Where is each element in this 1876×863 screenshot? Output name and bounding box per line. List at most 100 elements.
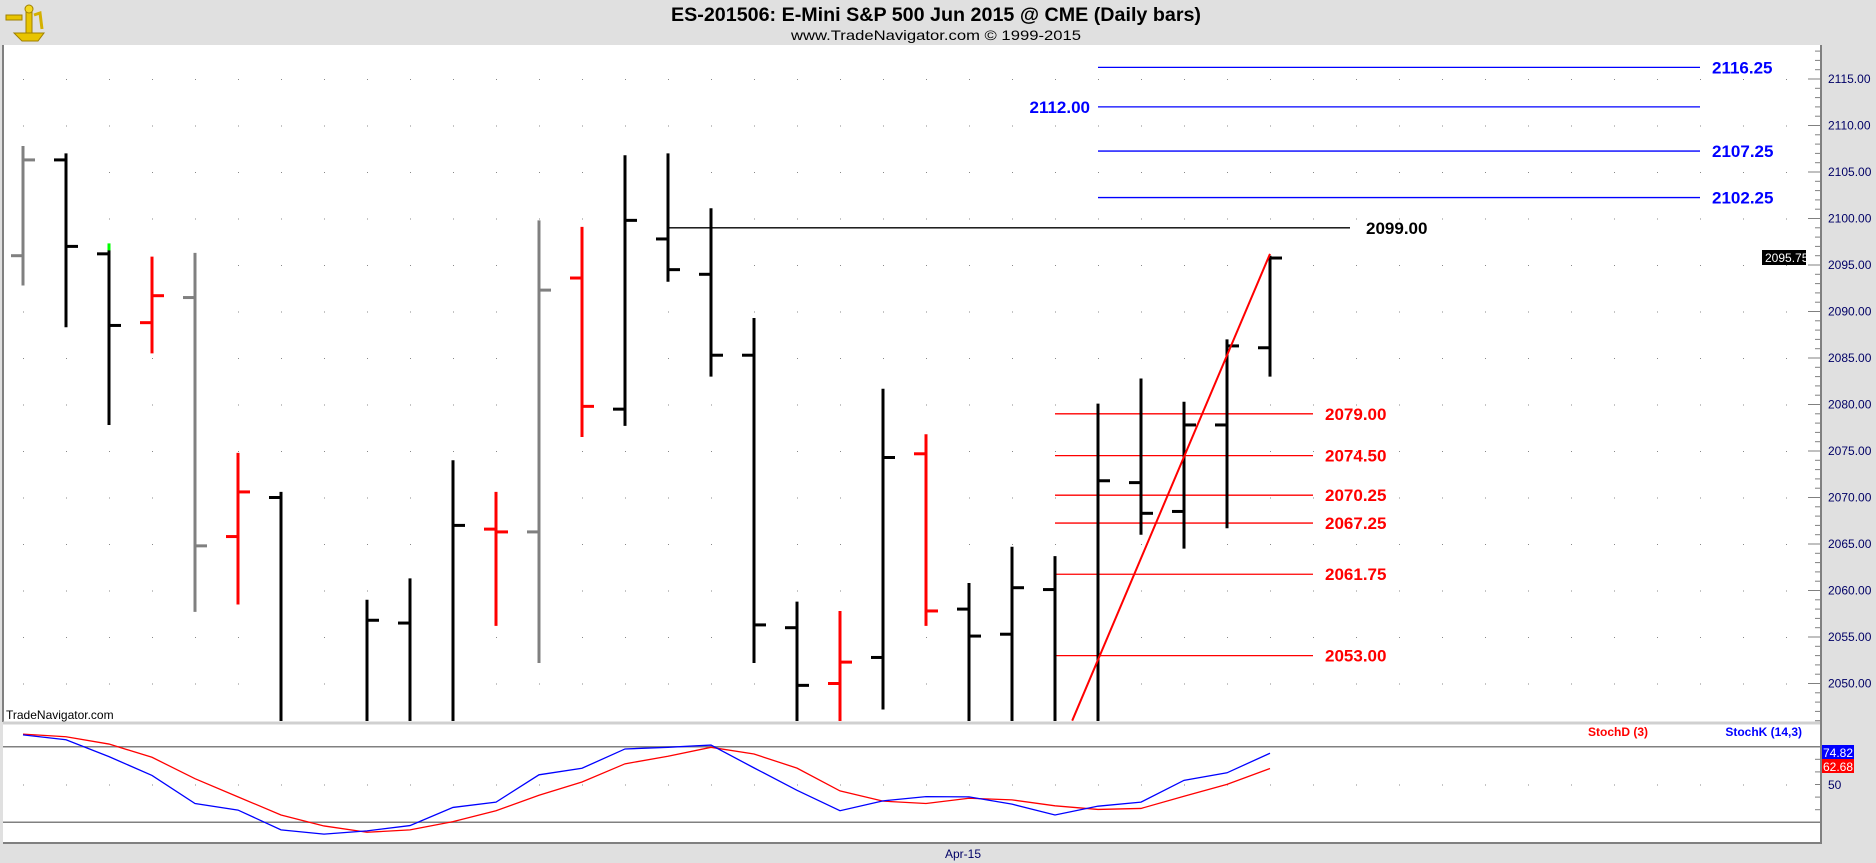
grid-dot bbox=[1227, 544, 1228, 545]
grid-dot bbox=[668, 497, 669, 499]
grid-dot bbox=[1227, 637, 1228, 638]
grid-dot bbox=[754, 218, 755, 220]
ohlc-bar[interactable] bbox=[785, 601, 809, 721]
grid-dot bbox=[539, 125, 540, 127]
grid-dot bbox=[1270, 497, 1271, 499]
ohlc-bar[interactable] bbox=[742, 318, 766, 664]
grid-dot bbox=[1528, 218, 1529, 220]
grid-dot bbox=[1356, 451, 1357, 452]
grid-dot bbox=[1313, 497, 1314, 499]
grid-dot bbox=[324, 172, 325, 173]
ohlc-bar[interactable] bbox=[957, 583, 981, 721]
ohlc-bar[interactable] bbox=[54, 153, 78, 328]
grid-dot bbox=[1485, 497, 1486, 499]
grid-dot bbox=[1442, 172, 1443, 173]
ohlc-bar[interactable] bbox=[1258, 255, 1282, 377]
grid-dot bbox=[1657, 172, 1658, 173]
ohlc-bar[interactable] bbox=[484, 491, 508, 626]
ohlc-bar[interactable] bbox=[226, 452, 250, 605]
grid-dot bbox=[1098, 172, 1099, 173]
price-pane[interactable] bbox=[3, 45, 1820, 722]
grid-dot bbox=[1485, 218, 1486, 220]
ohlc-bar[interactable] bbox=[613, 155, 637, 426]
stochastic-pane[interactable] bbox=[3, 723, 1820, 843]
grid-dot bbox=[152, 125, 153, 127]
level-label: 2112.00 bbox=[1029, 98, 1090, 117]
price-tick-label: 2095.00 bbox=[1828, 258, 1872, 272]
grid-dot bbox=[1313, 590, 1314, 592]
grid-dot bbox=[1270, 637, 1271, 638]
price-tick-label: 2070.00 bbox=[1828, 491, 1872, 505]
ohlc-bar[interactable] bbox=[365, 599, 379, 721]
ohlc-bar[interactable] bbox=[451, 460, 465, 721]
grid-dot bbox=[797, 125, 798, 127]
grid-dot bbox=[1012, 79, 1013, 80]
grid-dot bbox=[668, 683, 669, 685]
grid-dot bbox=[1657, 125, 1658, 127]
grid-dot bbox=[1786, 404, 1787, 406]
grid-dot bbox=[1356, 497, 1357, 499]
grid-dot bbox=[1743, 497, 1744, 499]
grid-dot bbox=[1528, 590, 1529, 592]
grid-dot bbox=[453, 172, 454, 173]
grid-dot bbox=[109, 544, 110, 545]
grid-dot bbox=[281, 404, 282, 406]
grid-dot bbox=[883, 172, 884, 173]
trendline[interactable] bbox=[1071, 253, 1271, 722]
ohlc-bar[interactable] bbox=[527, 220, 551, 664]
grid-dot bbox=[797, 497, 798, 499]
ohlc-bar[interactable] bbox=[97, 243, 121, 425]
ohlc-bar[interactable] bbox=[699, 208, 723, 377]
series-stochd bbox=[22, 733, 1271, 833]
ohlc-bar[interactable] bbox=[570, 226, 594, 438]
price-axis[interactable]: 2115.00 2110.00 2105.00 2100.00 2095.00 2090.… bbox=[1808, 50, 1872, 722]
grid-dot bbox=[238, 218, 239, 220]
grid-dot bbox=[582, 451, 583, 452]
last-price: 2095.75 bbox=[1765, 251, 1809, 265]
grid-dot bbox=[1700, 544, 1701, 545]
ohlc-bar[interactable] bbox=[1215, 339, 1239, 529]
grid-dot bbox=[1184, 125, 1185, 127]
grid-dot bbox=[23, 358, 24, 359]
ohlc-bar[interactable] bbox=[11, 145, 35, 286]
grid-dot bbox=[1356, 172, 1357, 173]
ohlc-bar[interactable] bbox=[1172, 401, 1196, 549]
stochk-value-badge: 74.82 bbox=[1822, 745, 1854, 760]
grid-dot bbox=[1485, 265, 1486, 266]
grid-dot bbox=[1399, 544, 1400, 545]
ohlc-bar[interactable] bbox=[828, 610, 852, 721]
grid-dot bbox=[109, 497, 110, 499]
grid-dot bbox=[238, 79, 239, 80]
ohlc-bar[interactable] bbox=[269, 491, 283, 721]
ohlc-bar[interactable] bbox=[140, 256, 164, 354]
grid-dot bbox=[926, 784, 927, 786]
watermark: TradeNavigator.com bbox=[6, 708, 114, 722]
grid-dot bbox=[367, 358, 368, 359]
ohlc-bar[interactable] bbox=[871, 388, 895, 710]
trendline-segment[interactable] bbox=[1071, 253, 1271, 722]
grid-dot bbox=[152, 784, 153, 786]
ohlc-bar[interactable] bbox=[1096, 403, 1110, 721]
ohlc-bar[interactable] bbox=[914, 434, 938, 626]
grid-dot bbox=[1700, 172, 1701, 173]
grid-dot bbox=[23, 590, 24, 592]
grid-dot bbox=[1098, 311, 1099, 313]
grid-dot bbox=[1055, 784, 1056, 786]
grid-dot bbox=[1356, 358, 1357, 359]
grid-dot bbox=[1399, 451, 1400, 452]
ohlc-bar[interactable] bbox=[1043, 556, 1057, 721]
ohlc-bar[interactable] bbox=[1000, 546, 1024, 721]
grid-dot bbox=[1184, 79, 1185, 80]
grid-dot bbox=[1313, 125, 1314, 127]
grid-dot bbox=[410, 451, 411, 452]
ohlc-bar[interactable] bbox=[398, 578, 412, 721]
ohlc-bar[interactable] bbox=[1129, 378, 1153, 535]
grid-dot bbox=[1356, 265, 1357, 266]
grid-dot bbox=[668, 784, 669, 786]
grid-dot bbox=[195, 172, 196, 173]
ohlc-bar[interactable] bbox=[183, 252, 207, 612]
grid-dot bbox=[1657, 265, 1658, 266]
grid-dot bbox=[281, 265, 282, 266]
ohlc-bar[interactable] bbox=[656, 153, 680, 282]
